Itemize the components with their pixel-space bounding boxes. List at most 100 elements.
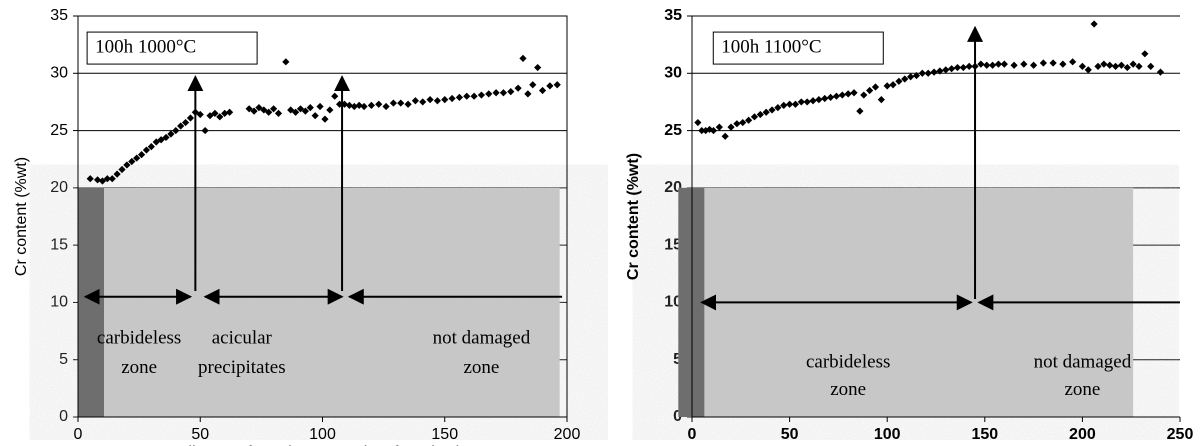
data-point bbox=[360, 102, 368, 111]
data-point bbox=[1059, 60, 1067, 68]
y-tick-label: 0 bbox=[673, 408, 682, 425]
data-point bbox=[838, 91, 846, 99]
data-point bbox=[255, 104, 263, 112]
y-tick-label: 15 bbox=[50, 236, 68, 253]
y-axis-label: Cr content (%wt) bbox=[13, 157, 30, 276]
data-point bbox=[826, 93, 835, 101]
data-point bbox=[889, 81, 897, 89]
data-point bbox=[311, 112, 319, 120]
data-point bbox=[137, 151, 146, 159]
oxide-layer bbox=[678, 187, 705, 417]
data-point bbox=[721, 132, 729, 140]
data-point bbox=[832, 92, 841, 100]
x-tick-label: 250 bbox=[1167, 426, 1194, 443]
data-point bbox=[989, 61, 997, 69]
data-point bbox=[448, 94, 456, 103]
data-point bbox=[546, 82, 554, 90]
data-point bbox=[750, 113, 759, 121]
data-point bbox=[709, 126, 718, 135]
data-point bbox=[292, 108, 300, 116]
data-point bbox=[756, 110, 764, 119]
data-point bbox=[147, 143, 155, 151]
data-point bbox=[250, 107, 258, 115]
data-point bbox=[959, 63, 967, 72]
data-point bbox=[1010, 61, 1018, 69]
data-point bbox=[270, 105, 278, 113]
data-point bbox=[907, 73, 915, 81]
data-point bbox=[534, 63, 542, 72]
data-point bbox=[350, 102, 358, 111]
data-point bbox=[553, 81, 561, 89]
data-point bbox=[301, 107, 309, 115]
data-point bbox=[739, 118, 747, 127]
y-tick-label: 35 bbox=[664, 7, 682, 24]
y-tick-label: 10 bbox=[664, 294, 682, 311]
data-point bbox=[936, 67, 944, 75]
data-point bbox=[1030, 61, 1038, 69]
data-point bbox=[762, 108, 770, 116]
data-point bbox=[983, 61, 991, 69]
annotation: not damaged bbox=[433, 327, 531, 348]
data-point bbox=[167, 130, 175, 138]
annotation: not damaged bbox=[1034, 352, 1132, 373]
data-point bbox=[216, 113, 224, 121]
data-point bbox=[382, 102, 390, 111]
data-point bbox=[492, 89, 500, 97]
data-point bbox=[895, 77, 903, 85]
x-tick-label: 0 bbox=[688, 426, 697, 443]
data-point bbox=[196, 110, 204, 119]
annotation: 100h 1100°C bbox=[721, 36, 821, 57]
data-point bbox=[1100, 60, 1108, 68]
data-point bbox=[113, 170, 121, 178]
data-point bbox=[201, 126, 209, 135]
annotation: carbideless bbox=[806, 352, 890, 373]
x-tick-label: 50 bbox=[781, 426, 799, 443]
y-tick-label: 35 bbox=[50, 7, 68, 24]
data-point bbox=[774, 104, 782, 112]
data-point bbox=[108, 175, 116, 183]
data-point bbox=[768, 106, 776, 114]
data-point bbox=[918, 69, 926, 77]
data-point bbox=[355, 101, 363, 109]
data-point bbox=[411, 97, 420, 105]
data-point bbox=[1147, 62, 1155, 71]
data-point bbox=[375, 100, 383, 108]
x-tick-label: 50 bbox=[191, 426, 209, 443]
data-point bbox=[1135, 62, 1143, 71]
data-point bbox=[1094, 62, 1102, 71]
data-point bbox=[345, 101, 353, 109]
data-point bbox=[287, 106, 295, 114]
data-point bbox=[172, 126, 180, 135]
data-point bbox=[162, 133, 170, 142]
y-tick-label: 10 bbox=[50, 294, 68, 311]
data-point bbox=[519, 54, 527, 62]
data-point bbox=[133, 154, 141, 162]
data-point bbox=[809, 97, 817, 105]
data-point bbox=[1156, 68, 1165, 76]
data-point bbox=[1090, 20, 1098, 28]
data-point bbox=[142, 146, 151, 154]
data-point bbox=[803, 98, 811, 106]
data-point bbox=[1000, 60, 1008, 68]
data-point bbox=[1039, 59, 1047, 67]
y-axis-label: Cr content (%wt) bbox=[625, 153, 642, 280]
data-point bbox=[860, 91, 868, 99]
data-point bbox=[321, 115, 329, 123]
data-point bbox=[463, 92, 471, 100]
data-point bbox=[1141, 50, 1149, 58]
y-tick-label: 30 bbox=[664, 65, 682, 82]
annotation: zone bbox=[1064, 379, 1100, 400]
data-point bbox=[694, 118, 702, 127]
data-point bbox=[507, 88, 515, 96]
annotation: 100h 1000°C bbox=[95, 36, 196, 57]
data-point bbox=[786, 100, 794, 108]
annotation-box bbox=[712, 31, 884, 65]
data-point bbox=[702, 126, 710, 135]
annotation: carbideless bbox=[97, 327, 181, 348]
annotation: zone bbox=[830, 379, 866, 400]
data-point bbox=[821, 94, 829, 103]
data-point bbox=[912, 71, 921, 80]
data-point bbox=[340, 100, 349, 108]
data-point bbox=[1129, 60, 1137, 68]
